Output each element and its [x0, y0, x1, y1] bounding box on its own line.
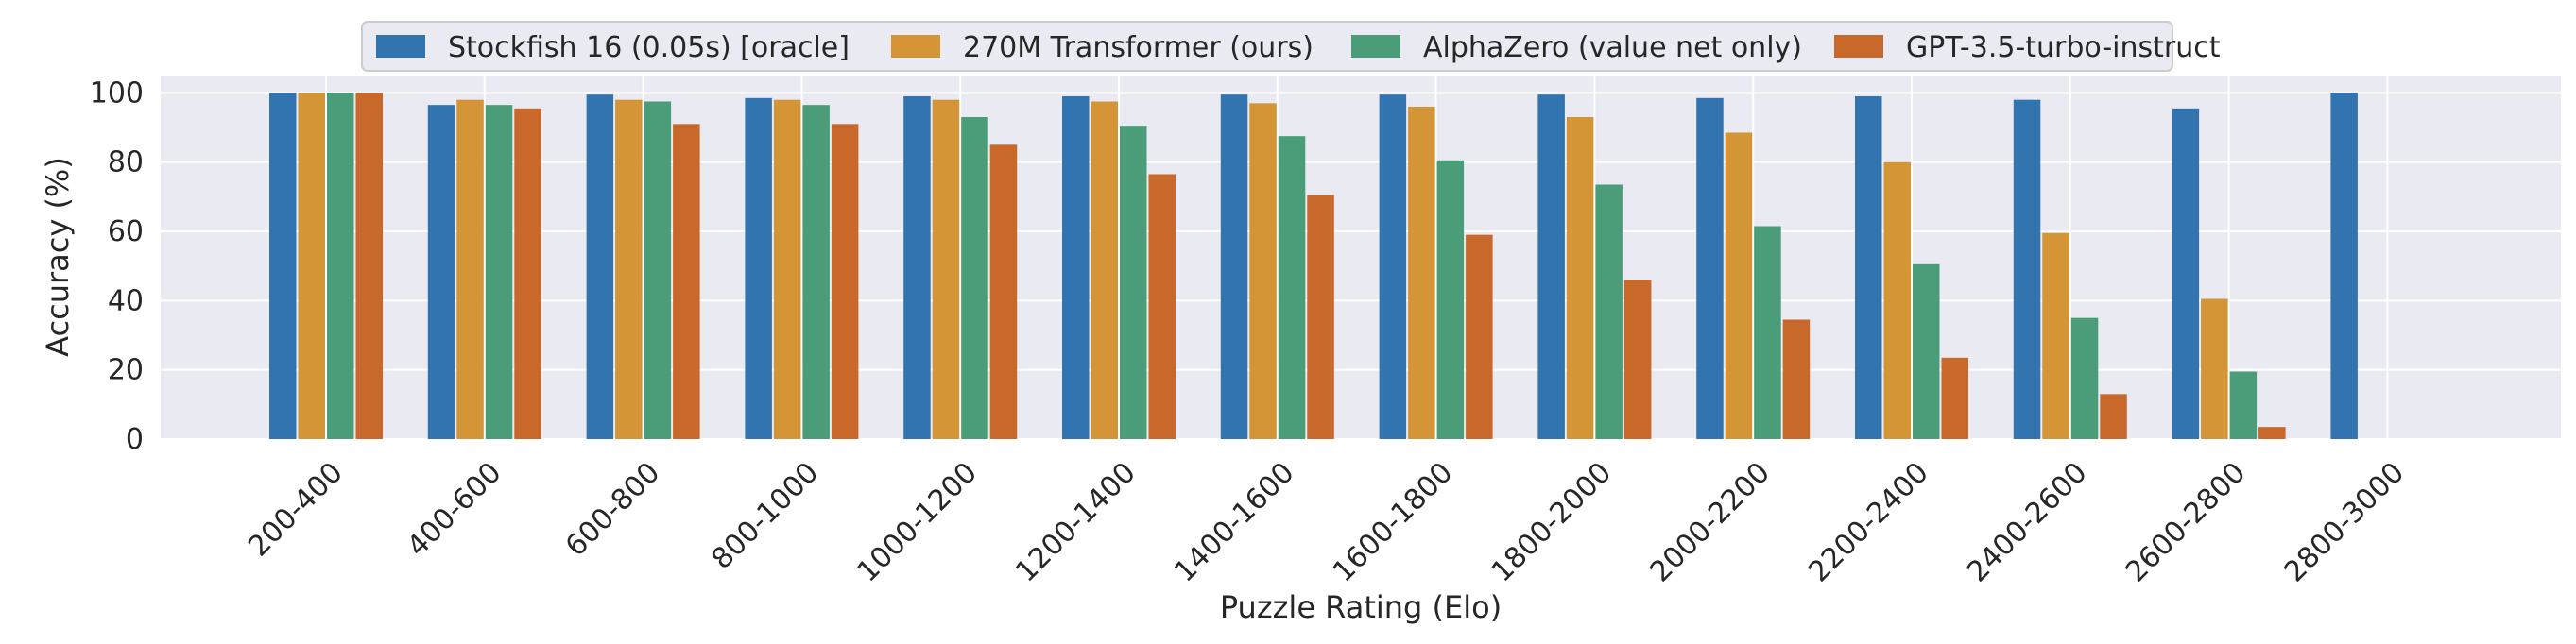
bar	[2229, 371, 2258, 439]
bar	[2042, 232, 2069, 439]
legend-swatch	[376, 35, 425, 58]
bar	[1307, 195, 1334, 439]
x-tick-label: 2200-2400	[1802, 456, 1934, 588]
bars	[269, 93, 2358, 440]
bar	[903, 96, 931, 439]
bar	[1062, 96, 1090, 439]
bar	[2201, 298, 2228, 439]
legend-box	[361, 21, 2173, 72]
bar	[2013, 99, 2041, 440]
grid	[161, 76, 2561, 440]
bar	[1537, 94, 1565, 440]
bar	[1566, 117, 1594, 439]
bar	[1466, 234, 1493, 439]
bar	[1220, 94, 1248, 440]
bar	[2330, 93, 2358, 439]
plot-area	[161, 76, 2561, 439]
bar	[802, 105, 830, 440]
y-tick-label: 80	[108, 146, 144, 179]
bar	[1148, 174, 1176, 439]
legend-label: 270M Transformer (ours)	[963, 31, 1314, 64]
legend-label: AlphaZero (value net only)	[1423, 31, 1802, 64]
bar	[1249, 103, 1277, 439]
bar	[1725, 132, 1753, 439]
bar	[644, 101, 672, 439]
bar	[298, 93, 325, 439]
bar	[1855, 96, 1882, 439]
x-tick-label: 1600-1800	[1327, 456, 1459, 588]
bar	[673, 124, 700, 440]
bar	[1436, 160, 1465, 440]
y-axis-ticks: 0 20 40 60 80 100	[90, 76, 144, 456]
bar	[586, 94, 614, 440]
y-tick-label: 0	[126, 423, 144, 456]
bar	[1595, 184, 1623, 439]
bar	[989, 144, 1018, 440]
bar	[485, 105, 513, 440]
bar	[745, 97, 772, 439]
x-tick-label: 1400-1600	[1168, 456, 1300, 588]
bar	[1696, 97, 1724, 439]
bar	[1408, 107, 1435, 439]
bar	[2172, 108, 2200, 439]
bar	[2070, 317, 2099, 439]
y-tick-label: 60	[108, 215, 144, 248]
bar	[427, 105, 455, 440]
bar	[2258, 427, 2286, 439]
bar	[1913, 263, 1940, 439]
bar	[1941, 357, 1968, 439]
x-tick-label: 1200-1400	[1009, 456, 1142, 588]
x-tick-label: 1000-1200	[851, 456, 984, 588]
bar	[1754, 226, 1781, 439]
x-axis-ticks: 200-400 400-600 600-800 800-1000 1000-1200 12…	[242, 456, 2411, 588]
bar	[1379, 94, 1407, 440]
legend-swatch	[891, 35, 940, 58]
bar	[831, 124, 859, 440]
legend-swatch	[1834, 35, 1883, 58]
bar	[1120, 126, 1147, 439]
x-tick-label: 200-400	[242, 456, 349, 563]
bar	[1623, 280, 1652, 439]
x-tick-label: 2000-2200	[1644, 456, 1777, 588]
x-tick-label: 2800-3000	[2278, 456, 2411, 588]
x-tick-label: 800-1000	[705, 456, 825, 576]
x-tick-label: 600-800	[559, 456, 666, 563]
bar	[456, 99, 484, 440]
bar	[327, 93, 354, 439]
x-tick-label: 2400-2600	[1961, 456, 2093, 588]
bar	[961, 117, 988, 439]
bar	[1883, 161, 1911, 439]
x-axis-label: Puzzle Rating (Elo)	[1220, 589, 1502, 625]
legend: Stockfish 16 (0.05s) [oracle] 270M Transf…	[361, 21, 2221, 72]
bar	[1782, 319, 1811, 439]
bar	[932, 99, 960, 440]
x-tick-label: 2600-2800	[2120, 456, 2252, 588]
x-tick-label: 400-600	[401, 456, 507, 563]
bar	[355, 93, 383, 439]
legend-swatch	[1351, 35, 1400, 58]
y-tick-label: 40	[108, 284, 144, 317]
legend-label: GPT-3.5-turbo-instruct	[1906, 31, 2221, 64]
y-axis-label: Accuracy (%)	[40, 157, 76, 357]
y-tick-label: 100	[90, 76, 144, 110]
y-tick-label: 20	[108, 354, 144, 387]
legend-label: Stockfish 16 (0.05s) [oracle]	[448, 31, 850, 64]
bar	[514, 108, 541, 439]
x-tick-label: 1800-2000	[1485, 456, 1618, 588]
bar	[1091, 101, 1118, 439]
bar	[2100, 394, 2127, 439]
bar	[615, 99, 643, 440]
bar	[1278, 136, 1306, 439]
bar	[269, 93, 297, 439]
bar	[773, 99, 801, 440]
